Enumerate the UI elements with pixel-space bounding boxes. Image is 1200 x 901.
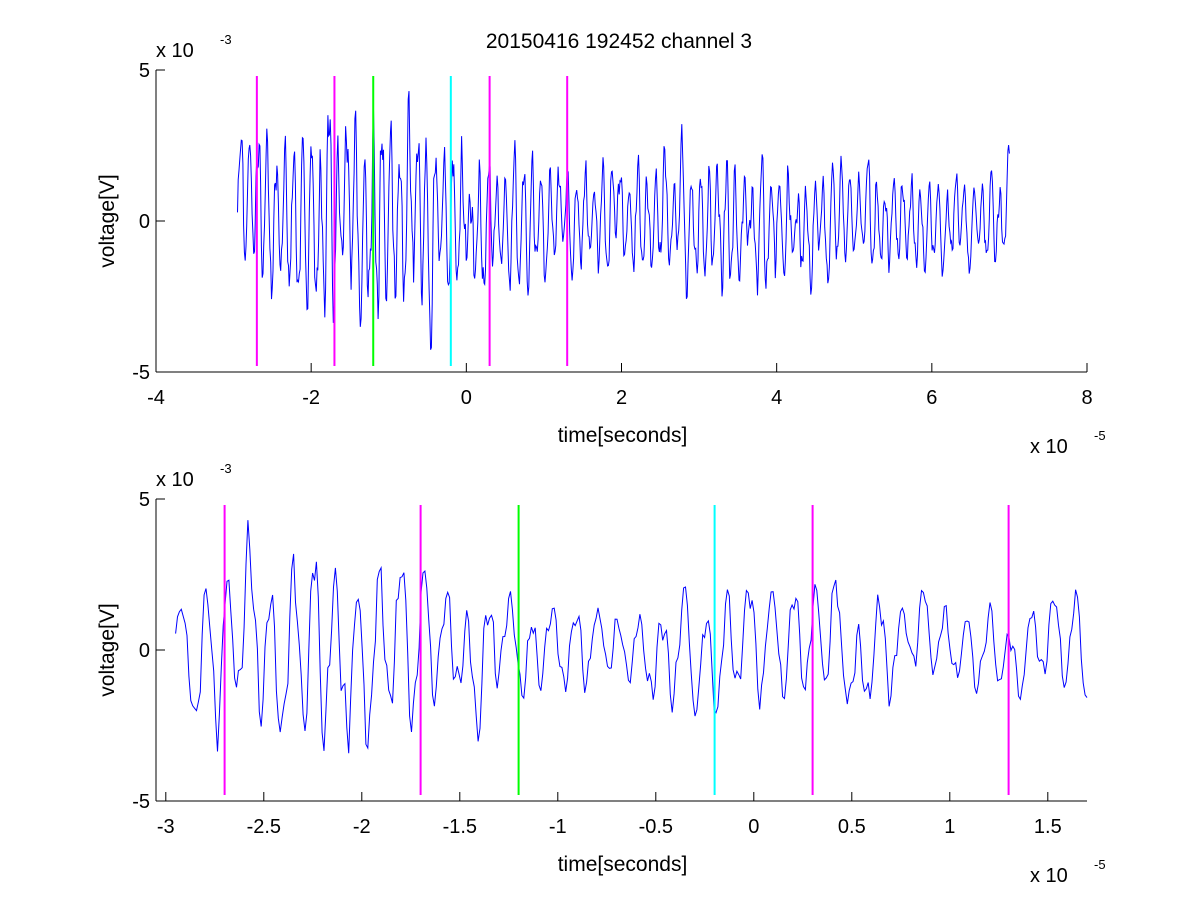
- x-tick-label: 0: [748, 816, 759, 838]
- x-tick-label: -3: [157, 816, 175, 838]
- signal-line: [175, 520, 1088, 754]
- x-tick-label: -1.5: [443, 816, 477, 838]
- y-tick-label: 5: [139, 489, 150, 511]
- x-tick-label: 2: [616, 387, 627, 409]
- y-tick-label: -5: [132, 791, 150, 813]
- bottom-plot: -3 -2.5 -2 -1.5 -1 -0.5 0 0.5 1 1.5 -5 0 5 time[secon…: [96, 461, 1106, 887]
- chart-title: 20150416 192452 channel 3: [486, 30, 752, 53]
- y-tick-label: 5: [139, 60, 150, 82]
- x-tick-label: 0: [461, 387, 472, 409]
- top-plot: -4 -2 0 2 4 6 8 -5 0 5 time[seconds] voltage[V] x 10…: [96, 32, 1106, 458]
- y-exponent-label: x 10: [156, 40, 194, 62]
- x-axis-label: time[seconds]: [558, 853, 688, 876]
- y-tick-label: -5: [132, 362, 150, 384]
- y-axis-label: voltage[V]: [96, 174, 119, 267]
- x-tick-label: 0.5: [838, 816, 866, 838]
- plot-area: [156, 499, 1087, 801]
- x-axis-label: time[seconds]: [558, 424, 688, 447]
- x-exponent-power: -5: [1094, 428, 1106, 443]
- x-tick-label: -0.5: [639, 816, 673, 838]
- y-exponent-power: -3: [220, 461, 232, 476]
- x-tick-label: 4: [771, 387, 782, 409]
- x-tick-label: 1: [944, 816, 955, 838]
- x-tick-label: -2.5: [247, 816, 281, 838]
- x-tick-label: -2: [302, 387, 320, 409]
- y-exponent-power: -3: [220, 32, 232, 47]
- x-exponent-label: x 10: [1030, 865, 1068, 887]
- x-tick-label: -4: [147, 387, 165, 409]
- x-exponent-label: x 10: [1030, 436, 1068, 458]
- signal-line: [237, 91, 1010, 350]
- y-tick-label: 0: [139, 211, 150, 233]
- x-exponent-power: -5: [1094, 857, 1106, 872]
- x-tick-label: 6: [926, 387, 937, 409]
- y-exponent-label: x 10: [156, 469, 194, 491]
- plot-area: [156, 70, 1087, 372]
- x-tick-label: 1.5: [1034, 816, 1062, 838]
- y-tick-label: 0: [139, 640, 150, 662]
- x-tick-label: -1: [549, 816, 567, 838]
- x-tick-label: -2: [353, 816, 371, 838]
- x-tick-label: 8: [1081, 387, 1092, 409]
- y-axis-label: voltage[V]: [96, 603, 119, 696]
